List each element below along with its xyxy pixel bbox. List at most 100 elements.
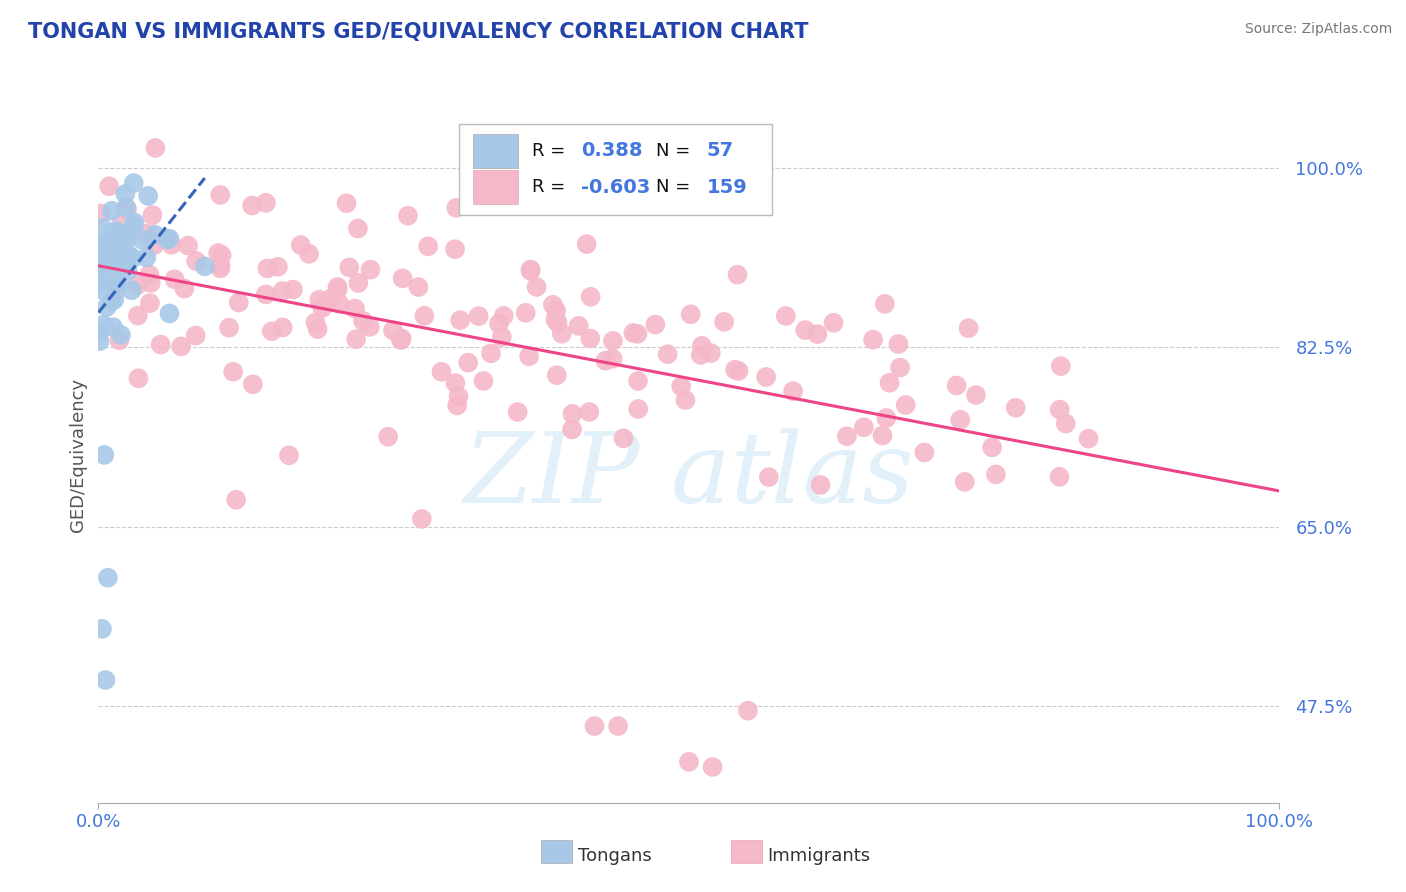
- Point: [872, 428, 894, 442]
- Point: [396, 209, 419, 223]
- Point: [209, 261, 232, 276]
- Point: [127, 371, 149, 385]
- Point: [149, 337, 172, 351]
- Point: [184, 328, 207, 343]
- Text: Source: ZipAtlas.com: Source: ZipAtlas.com: [1244, 22, 1392, 37]
- Point: [298, 247, 321, 261]
- Point: [143, 227, 166, 242]
- Point: [612, 431, 634, 445]
- Point: [135, 227, 157, 241]
- Text: R =: R =: [531, 142, 571, 160]
- Point: [207, 246, 229, 260]
- Point: [114, 241, 136, 255]
- Point: [852, 420, 875, 434]
- Point: [97, 571, 120, 585]
- Point: [912, 445, 935, 459]
- Point: [359, 319, 381, 334]
- Point: [957, 321, 980, 335]
- Point: [727, 364, 749, 378]
- Point: [546, 368, 568, 383]
- Point: [578, 405, 600, 419]
- Point: [894, 398, 917, 412]
- Point: [430, 365, 453, 379]
- Point: [96, 244, 118, 259]
- Point: [1004, 401, 1026, 415]
- Point: [222, 365, 245, 379]
- Point: [101, 320, 124, 334]
- Point: [103, 293, 125, 307]
- Point: [492, 309, 515, 323]
- Point: [139, 276, 162, 290]
- Text: -0.603: -0.603: [582, 178, 651, 196]
- Point: [657, 347, 679, 361]
- Point: [311, 301, 333, 315]
- Point: [626, 326, 648, 341]
- Point: [689, 348, 711, 362]
- Point: [326, 282, 349, 296]
- Point: [446, 201, 468, 215]
- Point: [669, 379, 692, 393]
- Point: [159, 306, 181, 320]
- Point: [89, 325, 111, 339]
- Point: [135, 251, 157, 265]
- Point: [100, 268, 122, 282]
- Point: [94, 236, 117, 251]
- Point: [94, 673, 117, 687]
- Point: [139, 296, 162, 310]
- Point: [1054, 417, 1077, 431]
- Point: [602, 351, 624, 366]
- Point: [981, 441, 1004, 455]
- Point: [449, 313, 471, 327]
- Point: [472, 374, 495, 388]
- Point: [1049, 470, 1071, 484]
- Point: [583, 719, 606, 733]
- Point: [467, 309, 489, 323]
- Point: [90, 268, 112, 283]
- Point: [209, 188, 232, 202]
- Point: [177, 238, 200, 252]
- Point: [1049, 359, 1071, 373]
- Point: [240, 198, 263, 212]
- Point: [91, 318, 114, 332]
- Point: [873, 297, 896, 311]
- Text: N =: N =: [655, 178, 696, 196]
- Point: [337, 260, 360, 275]
- Point: [308, 293, 330, 307]
- Point: [541, 298, 564, 312]
- Point: [675, 393, 697, 408]
- Point: [107, 276, 129, 290]
- Point: [953, 475, 976, 489]
- Point: [984, 467, 1007, 482]
- Point: [100, 243, 122, 257]
- Bar: [472, 134, 517, 168]
- Point: [124, 215, 146, 229]
- Bar: [458, 124, 772, 215]
- Point: [228, 295, 250, 310]
- Point: [389, 333, 412, 347]
- Text: Immigrants: Immigrants: [768, 847, 870, 865]
- Point: [160, 237, 183, 252]
- Point: [107, 243, 129, 257]
- Point: [260, 324, 283, 338]
- Point: [607, 719, 630, 733]
- Point: [344, 301, 367, 316]
- Point: [1077, 432, 1099, 446]
- Point: [122, 219, 145, 233]
- Point: [326, 280, 349, 294]
- Point: [782, 384, 804, 399]
- Point: [114, 186, 136, 201]
- Point: [157, 231, 180, 245]
- Point: [889, 360, 911, 375]
- Point: [281, 283, 304, 297]
- Point: [93, 258, 115, 272]
- Point: [727, 268, 749, 282]
- Point: [111, 213, 134, 227]
- Point: [105, 224, 128, 238]
- Point: [105, 283, 128, 297]
- Text: N =: N =: [655, 142, 696, 160]
- Point: [644, 318, 666, 332]
- Point: [136, 189, 159, 203]
- Point: [347, 221, 370, 235]
- Point: [254, 195, 277, 210]
- Point: [101, 203, 124, 218]
